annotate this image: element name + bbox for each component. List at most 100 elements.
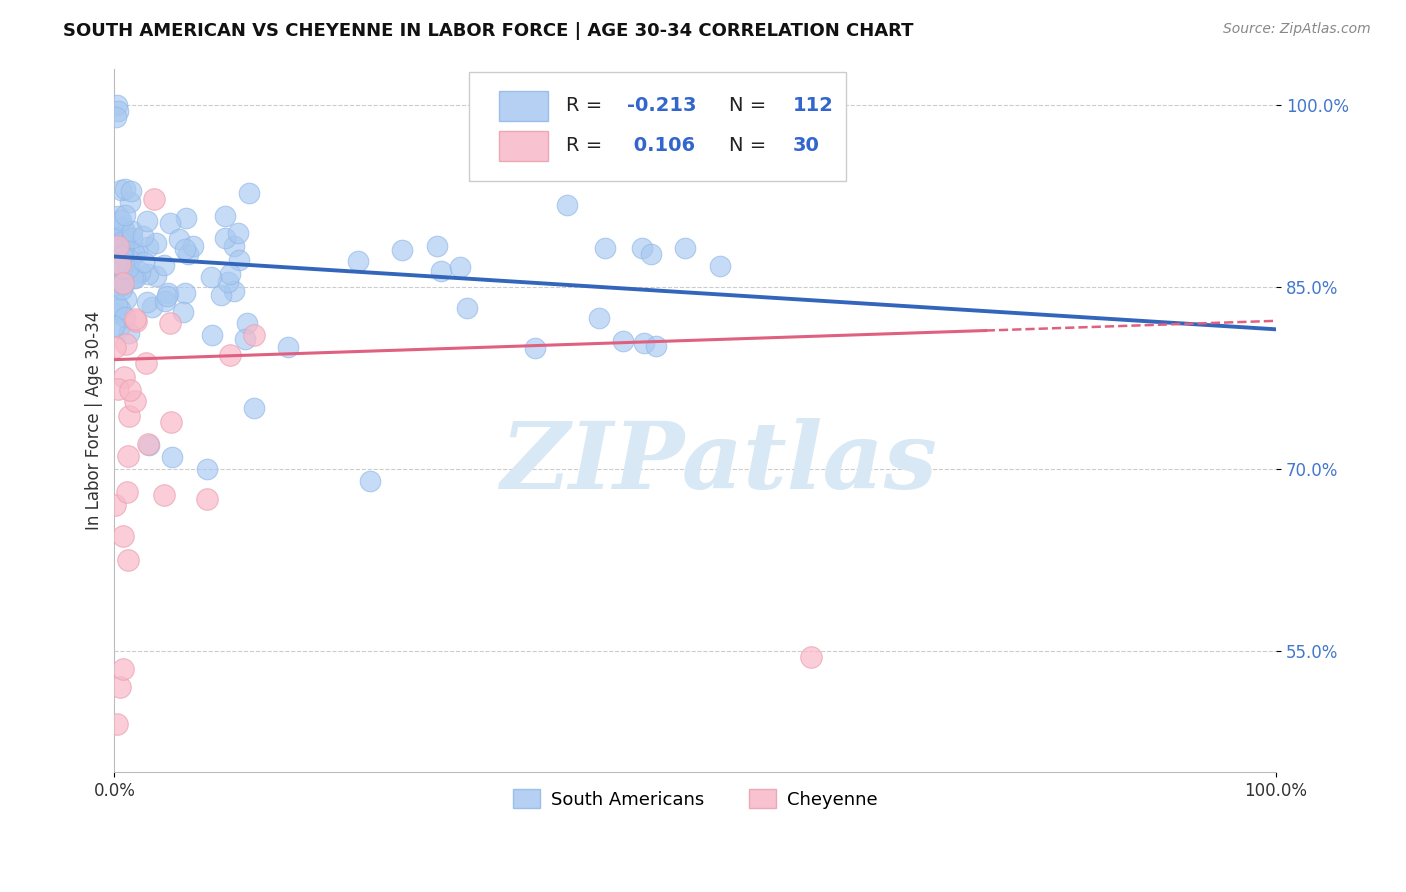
Point: [136, 437, 159, 451]
Point: [122, 270, 145, 285]
Text: Source: ZipAtlas.com: Source: ZipAtlas.com: [1223, 22, 1371, 37]
Point: [200, 269, 222, 284]
Point: [228, 252, 250, 267]
Point: [111, 249, 134, 263]
Point: [112, 277, 135, 291]
Point: [111, 277, 134, 292]
Point: [104, 243, 127, 257]
Point: [115, 485, 138, 500]
Point: [108, 260, 131, 275]
FancyBboxPatch shape: [499, 131, 548, 161]
Point: [217, 275, 239, 289]
Point: [631, 241, 654, 255]
Point: [640, 246, 662, 260]
Point: [104, 268, 127, 282]
Text: SOUTH AMERICAN VS CHEYENNE IN LABOR FORCE | AGE 30-34 CORRELATION CHART: SOUTH AMERICAN VS CHEYENNE IN LABOR FORC…: [63, 22, 914, 40]
Point: [108, 257, 131, 271]
Point: [111, 662, 134, 676]
Point: [224, 238, 246, 252]
Point: [111, 528, 134, 542]
Point: [104, 340, 127, 354]
Point: [136, 240, 159, 254]
Point: [111, 246, 134, 260]
Point: [136, 295, 159, 310]
Point: [142, 192, 165, 206]
Point: [107, 382, 129, 396]
Point: [167, 232, 190, 246]
Point: [222, 284, 245, 298]
Point: [122, 245, 145, 260]
Point: [111, 228, 134, 243]
Point: [117, 261, 139, 276]
FancyBboxPatch shape: [468, 72, 846, 181]
Point: [226, 226, 249, 240]
Point: [195, 492, 218, 507]
Point: [112, 219, 135, 234]
Point: [176, 211, 198, 225]
Point: [107, 275, 129, 289]
Point: [214, 209, 236, 223]
Point: [120, 184, 142, 198]
Point: [114, 208, 136, 222]
Point: [120, 195, 142, 210]
Point: [644, 339, 666, 353]
Point: [124, 394, 146, 409]
Point: [125, 313, 148, 327]
Text: 112: 112: [793, 96, 834, 115]
Point: [108, 321, 131, 335]
Point: [103, 319, 125, 334]
Point: [105, 98, 128, 112]
Point: [156, 286, 179, 301]
Point: [114, 182, 136, 196]
Point: [132, 228, 155, 243]
Point: [117, 449, 139, 463]
Point: [136, 267, 159, 281]
Point: [195, 462, 218, 476]
Point: [121, 268, 143, 283]
Legend: South Americans, Cheyenne: South Americans, Cheyenne: [506, 781, 884, 816]
Point: [236, 316, 259, 330]
Point: [132, 255, 155, 269]
Point: [219, 347, 242, 361]
Point: [430, 264, 453, 278]
Point: [104, 257, 127, 271]
Point: [121, 231, 143, 245]
Text: ZIPatlas: ZIPatlas: [501, 417, 936, 508]
Point: [153, 488, 176, 502]
Point: [115, 250, 138, 264]
Point: [181, 239, 204, 253]
Point: [162, 450, 184, 464]
Point: [174, 285, 197, 300]
Point: [118, 326, 141, 341]
Point: [675, 241, 697, 255]
Point: [426, 239, 449, 253]
Point: [128, 265, 150, 279]
Point: [111, 270, 134, 285]
Point: [112, 235, 135, 249]
Point: [112, 235, 135, 250]
Point: [110, 274, 132, 288]
Point: [391, 243, 413, 257]
Point: [555, 198, 578, 212]
Point: [115, 292, 138, 306]
Point: [110, 183, 132, 197]
Point: [107, 209, 129, 223]
Point: [172, 305, 194, 319]
Text: N =: N =: [728, 136, 772, 155]
Point: [104, 498, 127, 512]
Point: [121, 223, 143, 237]
Point: [117, 553, 139, 567]
Point: [107, 103, 129, 118]
Point: [104, 110, 127, 124]
Point: [118, 253, 141, 268]
Point: [114, 235, 136, 250]
Point: [136, 214, 159, 228]
Text: 30: 30: [793, 136, 820, 155]
Point: [243, 328, 266, 343]
Point: [209, 288, 232, 302]
Point: [277, 340, 299, 354]
Point: [588, 311, 610, 326]
Y-axis label: In Labor Force | Age 30-34: In Labor Force | Age 30-34: [86, 310, 103, 530]
Point: [145, 236, 167, 251]
Text: 0.106: 0.106: [627, 136, 695, 155]
